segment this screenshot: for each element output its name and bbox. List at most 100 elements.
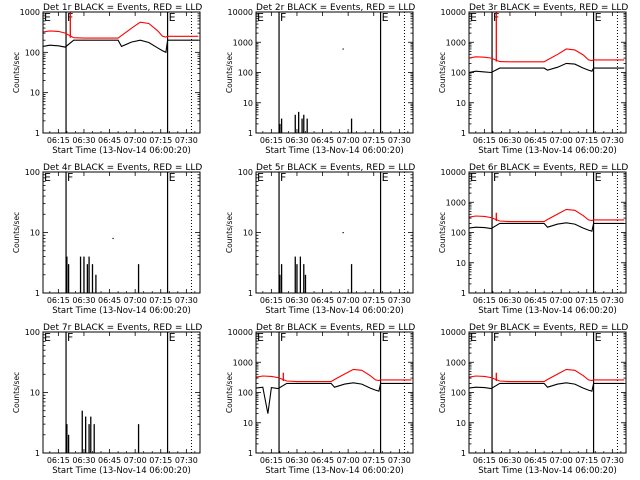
panel-title: Det 4r BLACK = Events, RED = LLD xyxy=(43,163,202,173)
e-marker-label: E xyxy=(257,11,264,24)
y-tick-label: 1 xyxy=(35,129,40,138)
panel-title: Det 5r BLACK = Events, RED = LLD xyxy=(256,163,415,173)
x-tick-label: 06:15 xyxy=(47,456,70,465)
y-tick-label: 1000 xyxy=(446,38,466,47)
y-tick-label: 100 xyxy=(25,48,40,57)
x-tick-label: 06:15 xyxy=(473,456,496,465)
y-tick-label: 10000 xyxy=(441,8,466,17)
lld-series-line xyxy=(468,48,625,63)
events-series-line xyxy=(468,62,625,74)
panel-title: Det 6r BLACK = Events, RED = LLD xyxy=(469,163,628,173)
x-tick-label: 06:45 xyxy=(311,456,334,465)
x-tick-label: 07:00 xyxy=(124,296,147,305)
f-marker-label: F xyxy=(67,331,73,344)
x-tick-label: 07:30 xyxy=(175,456,198,465)
x-tick-label: 06:15 xyxy=(47,296,70,305)
x-axis-label: Start Time (13-Nov-14 06:00:20) xyxy=(52,306,191,316)
x-axis-label: Start Time (13-Nov-14 06:00:20) xyxy=(478,466,617,476)
e-marker-label: E xyxy=(382,171,389,184)
f-marker-label: F xyxy=(280,331,286,344)
x-tick-label: 06:45 xyxy=(524,296,547,305)
panel-title: Det 2r BLACK = Events, RED = LLD xyxy=(256,3,415,13)
y-tick-label: 10 xyxy=(456,259,466,268)
y-tick-label: 10000 xyxy=(228,8,253,17)
x-tick-label: 06:45 xyxy=(311,296,334,305)
y-tick-label: 100 xyxy=(238,69,253,78)
y-tick-label: 1000 xyxy=(446,358,466,367)
panel-title: Det 1r BLACK = Events, RED = LLD xyxy=(43,3,202,13)
y-tick-label: 1000 xyxy=(233,38,253,47)
y-axis-label: Counts/sec xyxy=(225,212,234,253)
x-tick-label: 06:15 xyxy=(473,296,496,305)
panel-title: Det 3r BLACK = Events, RED = LLD xyxy=(469,3,628,13)
x-tick-label: 07:15 xyxy=(149,456,172,465)
f-marker-label: F xyxy=(67,171,73,184)
x-axis-label: Start Time (13-Nov-14 06:00:20) xyxy=(478,146,617,156)
f-marker-label: F xyxy=(280,11,286,24)
y-tick-label: 1 xyxy=(461,129,466,138)
x-tick-label: 06:45 xyxy=(98,136,121,145)
count-point xyxy=(342,232,344,234)
y-tick-label: 10 xyxy=(243,419,253,428)
x-tick-label: 07:00 xyxy=(337,296,360,305)
y-tick-label: 1 xyxy=(461,289,466,298)
x-axis-label: Start Time (13-Nov-14 06:00:20) xyxy=(265,146,404,156)
panel-title: Det 9r BLACK = Events, RED = LLD xyxy=(469,323,628,333)
y-tick-label: 10000 xyxy=(228,328,253,337)
y-tick-label: 1 xyxy=(248,129,253,138)
e-marker-label: E xyxy=(44,171,51,184)
x-axis-label: Start Time (13-Nov-14 06:00:20) xyxy=(478,306,617,316)
y-tick-label: 10000 xyxy=(441,328,466,337)
x-axis-label: Start Time (13-Nov-14 06:00:20) xyxy=(265,466,404,476)
x-tick-label: 06:30 xyxy=(72,296,95,305)
plot-frame xyxy=(42,171,201,294)
e-marker-label: E xyxy=(257,331,264,344)
y-tick-label: 1 xyxy=(248,449,253,458)
e-marker-label: E xyxy=(470,171,477,184)
y-tick-label: 10 xyxy=(30,89,40,98)
e-marker-label: E xyxy=(169,11,176,24)
x-tick-label: 07:15 xyxy=(362,456,385,465)
f-marker-label: F xyxy=(280,171,286,184)
x-tick-label: 07:30 xyxy=(601,136,624,145)
x-axis-label: Start Time (13-Nov-14 06:00:20) xyxy=(52,466,191,476)
lld-series-line xyxy=(468,368,625,383)
x-tick-label: 06:45 xyxy=(98,296,121,305)
y-axis-label: Counts/sec xyxy=(12,52,21,93)
x-tick-label: 07:00 xyxy=(550,456,573,465)
y-tick-label: 1000 xyxy=(20,8,40,17)
x-tick-label: 07:00 xyxy=(337,136,360,145)
x-tick-label: 07:15 xyxy=(149,136,172,145)
x-tick-label: 06:30 xyxy=(285,456,308,465)
e-marker-label: E xyxy=(595,171,602,184)
e-marker-label: E xyxy=(595,331,602,344)
y-tick-label: 10 xyxy=(30,229,40,238)
panel-title: Det 7r BLACK = Events, RED = LLD xyxy=(43,323,202,333)
y-tick-label: 100 xyxy=(451,69,466,78)
x-tick-label: 07:00 xyxy=(337,456,360,465)
e-marker-label: E xyxy=(169,331,176,344)
x-tick-label: 06:45 xyxy=(311,136,334,145)
y-tick-label: 10 xyxy=(243,229,253,238)
x-tick-label: 07:15 xyxy=(149,296,172,305)
x-tick-label: 07:15 xyxy=(575,136,598,145)
x-tick-label: 06:15 xyxy=(260,296,283,305)
y-tick-label: 10 xyxy=(456,419,466,428)
y-tick-label: 10000 xyxy=(441,168,466,177)
x-tick-label: 07:15 xyxy=(575,456,598,465)
x-tick-label: 06:15 xyxy=(473,136,496,145)
plot-frame xyxy=(42,11,201,134)
x-tick-label: 07:30 xyxy=(601,456,624,465)
x-tick-label: 07:00 xyxy=(550,136,573,145)
plot-frame xyxy=(468,171,627,294)
e-marker-label: E xyxy=(382,331,389,344)
y-tick-label: 10 xyxy=(456,99,466,108)
plot-frame xyxy=(42,331,201,454)
y-tick-label: 10 xyxy=(243,99,253,108)
events-series-line xyxy=(468,222,625,232)
